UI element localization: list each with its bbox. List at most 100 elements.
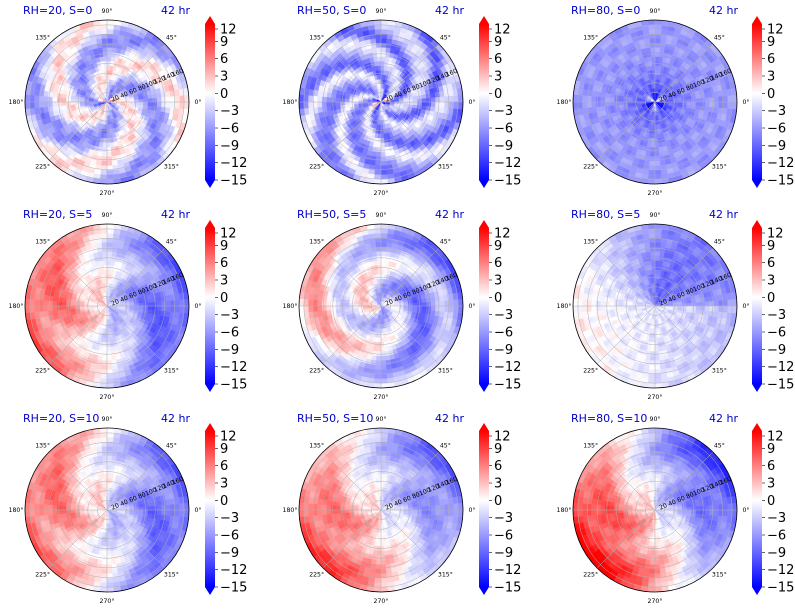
angle-label: 0° <box>742 98 749 106</box>
polar-cell <box>609 101 615 107</box>
polar-cell <box>134 101 140 105</box>
polar-cell <box>600 101 606 107</box>
polar-cell <box>106 74 110 80</box>
polar-cell <box>650 56 656 62</box>
polar-cell <box>652 119 656 125</box>
panel-grid: 90°45°0°315°270°225°180°135°204060801001… <box>9 4 795 605</box>
polar-cell <box>61 97 67 103</box>
angle-label: 270° <box>374 189 389 197</box>
colorbar-tick-label: −6 <box>220 122 239 137</box>
polar-cell <box>106 178 115 185</box>
polar-cell <box>609 97 615 103</box>
polar-cell <box>380 151 386 157</box>
polar-cell <box>101 156 108 162</box>
polar-cell <box>654 156 661 162</box>
polar-cell <box>373 178 382 185</box>
polar-cell <box>371 151 377 157</box>
polar-cell <box>56 301 62 307</box>
polar-cell <box>700 97 706 103</box>
polar-cell <box>43 101 49 108</box>
polar-cell <box>654 42 661 48</box>
polar-cell <box>161 101 167 108</box>
polar-cell <box>104 333 108 339</box>
polar-cell <box>106 47 112 53</box>
panel-title: RH=50, S=0 <box>297 4 366 17</box>
polar-cell <box>618 98 624 103</box>
polar-cell <box>380 142 386 148</box>
polar-cell <box>52 101 58 107</box>
polar-cell <box>70 299 76 304</box>
polar-cell <box>595 91 602 98</box>
polar-cell <box>138 104 144 109</box>
colorbar-extend-low <box>205 180 215 188</box>
polar-cell <box>152 305 158 311</box>
polar-cell <box>326 101 332 107</box>
colorbar-extend-high <box>205 16 215 24</box>
polar-cell <box>156 97 162 103</box>
polar-cell <box>326 92 332 98</box>
polar-cell <box>100 169 108 176</box>
polar-cell <box>47 96 53 103</box>
polar-cell <box>647 19 656 26</box>
polar-cell <box>604 101 610 107</box>
polar-cell <box>106 156 113 162</box>
polar-cell <box>95 38 103 44</box>
polar-cell <box>376 51 382 57</box>
colorbar-tick-label: −9 <box>767 139 786 154</box>
polar-cell <box>380 65 385 71</box>
polar-cell <box>713 96 719 103</box>
colorbar-tick-label: 3 <box>494 70 502 85</box>
polar-cell <box>435 96 441 103</box>
polar-cell <box>307 101 314 109</box>
polar-cell <box>111 160 119 166</box>
polar-cell <box>174 95 181 103</box>
polar-cell <box>713 106 719 114</box>
polar-cell <box>652 124 656 130</box>
polar-cell <box>96 359 103 366</box>
angle-label: 45° <box>166 34 177 42</box>
polar-cell <box>344 98 350 103</box>
angle-label: 315° <box>164 162 179 170</box>
polar-cell <box>385 38 393 44</box>
polar-cell <box>134 305 140 309</box>
polar-cell <box>100 133 105 139</box>
polar-cell <box>731 94 738 103</box>
polar-cell <box>47 300 53 307</box>
polar-cell <box>695 105 701 111</box>
polar-cell <box>385 47 391 53</box>
polar-cell <box>161 96 167 103</box>
polar-cell <box>654 169 662 176</box>
polar-cell <box>111 38 119 44</box>
polar-cell <box>378 129 382 135</box>
polar-cell <box>109 269 114 275</box>
colorbar-tick-label: −12 <box>220 156 247 171</box>
polar-cell <box>160 106 167 113</box>
polar-cell <box>627 99 633 103</box>
polar-cell <box>147 305 153 311</box>
polar-cell <box>321 96 327 103</box>
polar-cell <box>380 56 386 62</box>
polar-cell <box>335 93 341 99</box>
polar-cell <box>84 99 90 103</box>
polar-cell <box>106 65 111 71</box>
polar-cell <box>74 303 80 307</box>
polar-cell <box>648 133 653 139</box>
polar-cell <box>581 95 588 103</box>
polar-cell <box>439 90 445 98</box>
colorbar-tick-label: −9 <box>220 139 239 154</box>
polar-cell <box>61 297 67 303</box>
polar-cell <box>317 101 323 108</box>
polar-cell <box>376 47 382 53</box>
colorbar-tick-label: −3 <box>767 104 786 119</box>
polar-cell <box>430 97 436 103</box>
polar-cell <box>380 47 386 53</box>
polar-cell <box>47 101 53 108</box>
polar-cell <box>374 169 382 176</box>
colorbar-tick-label: 9 <box>494 35 502 50</box>
polar-cell <box>183 101 190 110</box>
polar-cell <box>111 246 118 253</box>
polar-cell <box>61 93 67 99</box>
polar-cell <box>375 160 382 166</box>
